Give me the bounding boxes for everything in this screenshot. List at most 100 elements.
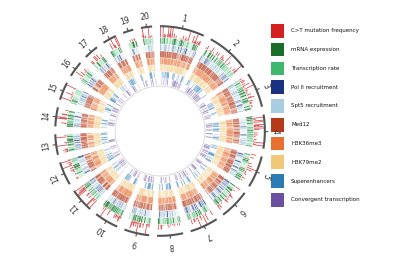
Polygon shape [209, 81, 214, 86]
Polygon shape [98, 108, 104, 111]
Polygon shape [233, 134, 240, 135]
Polygon shape [99, 154, 105, 157]
Polygon shape [95, 199, 96, 200]
Polygon shape [196, 218, 197, 220]
Polygon shape [114, 94, 119, 98]
Polygon shape [118, 80, 122, 85]
Polygon shape [235, 176, 240, 180]
Polygon shape [74, 166, 81, 169]
Polygon shape [142, 223, 143, 225]
Polygon shape [187, 206, 190, 212]
Polygon shape [222, 66, 228, 71]
Polygon shape [178, 216, 180, 222]
Polygon shape [88, 116, 95, 118]
Polygon shape [227, 128, 233, 129]
Polygon shape [92, 77, 97, 81]
Polygon shape [211, 161, 217, 165]
Polygon shape [166, 65, 167, 72]
Polygon shape [201, 108, 207, 111]
Polygon shape [70, 167, 73, 169]
Polygon shape [116, 215, 119, 219]
Polygon shape [240, 80, 244, 82]
Polygon shape [120, 179, 125, 184]
Polygon shape [85, 75, 90, 79]
Polygon shape [225, 69, 230, 74]
Polygon shape [109, 69, 113, 75]
Polygon shape [229, 104, 235, 107]
Polygon shape [123, 204, 127, 210]
Polygon shape [109, 120, 115, 122]
Polygon shape [205, 170, 210, 174]
Polygon shape [216, 92, 222, 96]
Polygon shape [113, 75, 117, 80]
Polygon shape [206, 168, 212, 173]
Polygon shape [78, 156, 84, 159]
Polygon shape [194, 77, 198, 82]
Polygon shape [181, 194, 183, 200]
Polygon shape [227, 186, 233, 190]
Polygon shape [205, 118, 211, 120]
Polygon shape [214, 190, 219, 195]
Polygon shape [83, 92, 88, 95]
Polygon shape [138, 187, 140, 193]
Polygon shape [180, 76, 183, 82]
Polygon shape [242, 159, 248, 162]
Polygon shape [97, 150, 104, 153]
Polygon shape [197, 89, 202, 94]
Polygon shape [240, 141, 246, 143]
Polygon shape [181, 54, 183, 61]
Polygon shape [240, 136, 246, 138]
Polygon shape [217, 53, 220, 57]
Polygon shape [226, 122, 233, 123]
Polygon shape [107, 62, 111, 68]
Polygon shape [144, 210, 146, 216]
Polygon shape [130, 72, 133, 78]
Polygon shape [223, 168, 229, 172]
Polygon shape [92, 105, 98, 107]
Polygon shape [175, 53, 177, 59]
Polygon shape [163, 79, 164, 85]
Polygon shape [199, 166, 204, 171]
Polygon shape [244, 153, 250, 155]
Polygon shape [175, 60, 177, 66]
Polygon shape [190, 205, 193, 211]
Polygon shape [205, 189, 209, 194]
Polygon shape [147, 197, 149, 203]
Polygon shape [168, 66, 170, 72]
Polygon shape [130, 80, 134, 85]
Polygon shape [208, 166, 213, 171]
Polygon shape [169, 204, 171, 210]
Polygon shape [199, 81, 204, 86]
Polygon shape [207, 90, 212, 94]
Polygon shape [233, 131, 240, 132]
Polygon shape [95, 144, 102, 145]
Polygon shape [107, 195, 112, 200]
Polygon shape [173, 81, 176, 87]
Polygon shape [182, 48, 185, 54]
Polygon shape [167, 190, 169, 196]
Polygon shape [158, 218, 159, 224]
Polygon shape [184, 70, 187, 77]
Polygon shape [184, 193, 187, 199]
Polygon shape [182, 187, 184, 193]
Polygon shape [163, 204, 165, 211]
Polygon shape [74, 94, 80, 97]
Polygon shape [244, 173, 246, 175]
Polygon shape [170, 45, 172, 51]
Polygon shape [173, 74, 175, 80]
Polygon shape [120, 161, 125, 166]
Polygon shape [201, 152, 206, 156]
Polygon shape [223, 190, 228, 195]
Polygon shape [215, 59, 220, 64]
Polygon shape [105, 150, 111, 153]
Polygon shape [95, 117, 101, 119]
Polygon shape [246, 117, 253, 119]
Polygon shape [196, 79, 200, 84]
Polygon shape [109, 204, 113, 210]
Polygon shape [198, 72, 203, 77]
Polygon shape [229, 87, 235, 90]
Polygon shape [160, 45, 161, 51]
Polygon shape [88, 140, 94, 141]
Polygon shape [82, 145, 88, 146]
Polygon shape [123, 60, 127, 66]
